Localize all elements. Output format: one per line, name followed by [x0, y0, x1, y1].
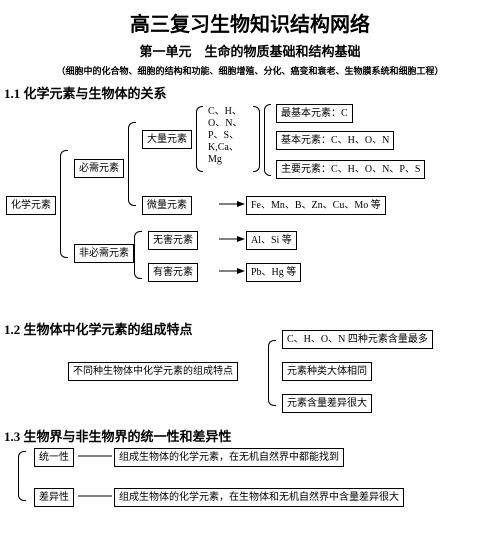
bracket-root [60, 150, 68, 258]
node-chayi: 差异性 [34, 488, 74, 507]
node-feibixu: 非必需元素 [74, 244, 134, 263]
elements-list: C、H、 O、N、 P、S、 K,Ca、 Mg [208, 106, 256, 166]
bracket-elements [196, 106, 203, 172]
bracket-elements-right [253, 106, 260, 172]
node-s2r2: 元素种类大体相同 [282, 362, 372, 381]
unit-note: （细胞中的化合物、细胞的结构和功能、细胞增殖、分化、癌变和衰老、生物膜系统和细胞… [0, 64, 500, 77]
diagram-1-3: 统一性 差异性 组成生物体的化学元素，在无机自然界中都能找到 组成生物体的化学元… [0, 447, 500, 527]
node-r1: 最基本元素：C [276, 104, 353, 123]
diagram-1-2: 不同种生物体中化学元素的组成特点 C、H、O、N 四种元素含量最多 元素种类大体… [0, 340, 500, 422]
node-bixu: 必需元素 [74, 159, 124, 178]
node-r3: 主要元素：C、H、O、N、P、S [276, 160, 425, 179]
node-youhai: 有害元素 [148, 263, 198, 282]
node-root: 化学元素 [6, 196, 56, 215]
node-s2r1: C、H、O、N 四种元素含量最多 [282, 330, 433, 349]
node-weiliang: 微量元素 [142, 196, 192, 215]
page-title: 高三复习生物知识结构网络 [0, 0, 500, 37]
bracket-s3 [18, 451, 26, 501]
section-1-1-heading: 1.1 化学元素与生物体的关系 [4, 83, 500, 102]
diagram-1-1: 化学元素 必需元素 非必需元素 大量元素 微量元素 无害元素 有害元素 C、H、… [0, 104, 500, 317]
bracket-feibixu [134, 231, 142, 279]
node-d2: 组成生物体的化学元素，在生物体和无机自然界中含量差异很大 [114, 488, 404, 507]
section-1-3-heading: 1.3 生物界与非生物界的统一性和差异性 [4, 426, 500, 445]
bracket-s2 [268, 340, 276, 406]
node-al: Al、Si 等 [246, 231, 297, 250]
unit-subtitle: 第一单元 生命的物质基础和结构基础 [0, 41, 500, 60]
node-d1: 组成生物体的化学元素，在无机自然界中都能找到 [114, 448, 344, 467]
node-s2r3: 元素含量差异很大 [282, 394, 372, 413]
node-daliang: 大量元素 [142, 130, 192, 149]
bracket-right-group [264, 104, 271, 176]
node-r2: 基本元素：C、H、O、N [276, 131, 394, 150]
node-fe: Fe、Mn、B、Zn、Cu、Mo 等 [246, 196, 386, 215]
bracket-bixu [128, 122, 136, 206]
node-pb: Pb、Hg 等 [246, 263, 301, 282]
node-left: 不同种生物体中化学元素的组成特点 [68, 362, 238, 381]
node-wuhai: 无害元素 [148, 231, 198, 250]
node-tongyi: 统一性 [34, 448, 74, 467]
